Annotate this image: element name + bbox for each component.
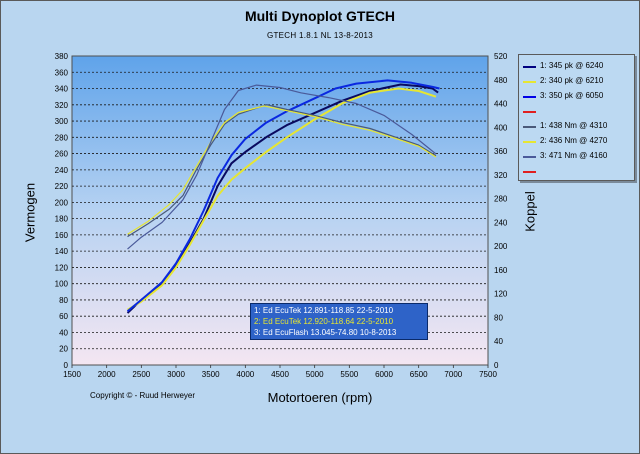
legend-swatch: [523, 126, 536, 128]
run-label: 1: Ed EcuTek 12.891-118.85 22-5-2010: [254, 306, 394, 315]
y-left-tick-label: 240: [55, 166, 69, 175]
run-label: 3: Ed EcuFlash 13.045-74.80 10-8-2013: [254, 328, 397, 337]
y-right-tick-label: 320: [494, 171, 508, 180]
series-lines: [126, 79, 440, 314]
legend-label: 2: 436 Nm @ 4270: [540, 136, 608, 145]
x-tick-label: 5500: [340, 370, 358, 379]
y-left-tick-label: 380: [55, 52, 69, 61]
legend-item: [523, 106, 633, 118]
y-right-tick-label: 160: [494, 266, 508, 275]
y-right-tick-label: 200: [494, 242, 508, 251]
x-axis-title: Motortoeren (rpm): [267, 390, 373, 405]
y-left-tick-label: 200: [55, 198, 69, 207]
y-left-tick-label: 260: [55, 150, 69, 159]
legend-item: 2: 340 pk @ 6210: [523, 76, 633, 88]
y-right-tick-label: 80: [494, 313, 503, 322]
legend-label: 2: 340 pk @ 6210: [540, 76, 604, 85]
y-right-tick-label: 400: [494, 123, 508, 132]
y-left-tick-label: 360: [55, 68, 69, 77]
legend-swatch: [523, 141, 536, 143]
run-label: 2: Ed EcuTek 12.920-118.64 22-5-2010: [254, 317, 394, 326]
x-tick-label: 3500: [202, 370, 220, 379]
y-left-axis-title: Vermogen: [22, 182, 38, 243]
legend-swatch: [523, 111, 536, 113]
y-left-tick-label: 280: [55, 133, 69, 142]
x-tick-label: 7500: [479, 370, 497, 379]
y-left-tick-label: 180: [55, 215, 69, 224]
legend-swatch: [523, 156, 536, 158]
y-left-tick-label: 100: [55, 280, 69, 289]
y-left-tick-label: 320: [55, 101, 69, 110]
runs-box: 1: Ed EcuTek 12.891-118.85 22-5-2010 2: …: [250, 303, 428, 340]
legend-item: [523, 166, 633, 178]
x-tick-label: 6000: [375, 370, 393, 379]
legend-item: 3: 350 pk @ 6050: [523, 91, 633, 103]
y-left-tick-label: 60: [59, 312, 68, 321]
x-tick-label: 6500: [410, 370, 428, 379]
y-left-tick-label: 160: [55, 231, 69, 240]
torque-line-3: [127, 84, 437, 250]
chart-subtitle: GTECH 1.8.1 NL 13-8-2013: [266, 31, 374, 40]
y-left-tick-label: 120: [55, 263, 69, 272]
y-left-tick-label: 340: [55, 85, 69, 94]
x-tick-label: 1500: [63, 370, 81, 379]
legend-item: 3: 471 Nm @ 4160: [523, 151, 633, 163]
power-line-2: [126, 87, 437, 311]
x-tick-label: 2500: [132, 370, 150, 379]
torque-line-2: [127, 105, 437, 235]
x-tick-label: 4500: [271, 370, 289, 379]
legend-label: 3: 350 pk @ 6050: [540, 91, 604, 100]
x-tick-label: 7000: [444, 370, 462, 379]
y-left-axis-ticks: 0 20 40 60 80 100 120 140 160 180 200 220 240 260 280 3…: [55, 52, 69, 370]
x-tick-label: 5000: [306, 370, 324, 379]
y-left-tick-label: 40: [59, 328, 68, 337]
copyright: Copyright © - Ruud Herweyer: [90, 391, 196, 400]
legend-label: 3: 471 Nm @ 4160: [540, 151, 608, 160]
y-left-tick-label: 300: [55, 117, 69, 126]
legend-item: 1: 345 pk @ 6240: [523, 61, 633, 73]
legend: 1: 345 pk @ 6240 2: 340 pk @ 6210 3: 350 p…: [518, 54, 635, 181]
y-right-tick-label: 520: [494, 52, 508, 61]
y-right-tick-label: 440: [494, 100, 508, 109]
x-axis-ticks: 1500 2000 2500 3000 3500 4000 4500 5000 5500 6000…: [63, 365, 497, 379]
x-tick-label: 2000: [98, 370, 116, 379]
legend-item: 1: 438 Nm @ 4310: [523, 121, 633, 133]
y-right-tick-label: 360: [494, 147, 508, 156]
y-right-axis-title: Koppel: [522, 191, 538, 232]
y-left-tick-label: 20: [59, 345, 68, 354]
legend-swatch: [523, 171, 536, 173]
y-right-tick-label: 40: [494, 337, 503, 346]
y-right-tick-label: 240: [494, 218, 508, 227]
x-tick-label: 4000: [236, 370, 254, 379]
legend-swatch: [523, 81, 536, 83]
legend-label: 1: 438 Nm @ 4310: [540, 121, 608, 130]
legend-swatch: [523, 96, 536, 98]
y-right-tick-label: 280: [494, 195, 508, 204]
legend-label: 1: 345 pk @ 6240: [540, 61, 604, 70]
x-tick-label: 3000: [167, 370, 185, 379]
y-left-tick-label: 0: [64, 361, 69, 370]
y-right-tick-label: 480: [494, 76, 508, 85]
power-line-3: [126, 79, 440, 313]
y-left-tick-label: 140: [55, 247, 69, 256]
y-left-tick-label: 220: [55, 182, 69, 191]
legend-item: 2: 436 Nm @ 4270: [523, 136, 633, 148]
y-right-axis-ticks: 0 40 80 120 160 200 240 280 320 360 400 440 480 520: [494, 52, 508, 370]
legend-swatch: [523, 66, 536, 68]
y-right-tick-label: 120: [494, 290, 508, 299]
y-left-tick-label: 80: [59, 296, 68, 305]
chart-title: Multi Dynoplot GTECH: [244, 8, 396, 24]
y-right-tick-label: 0: [494, 361, 499, 370]
